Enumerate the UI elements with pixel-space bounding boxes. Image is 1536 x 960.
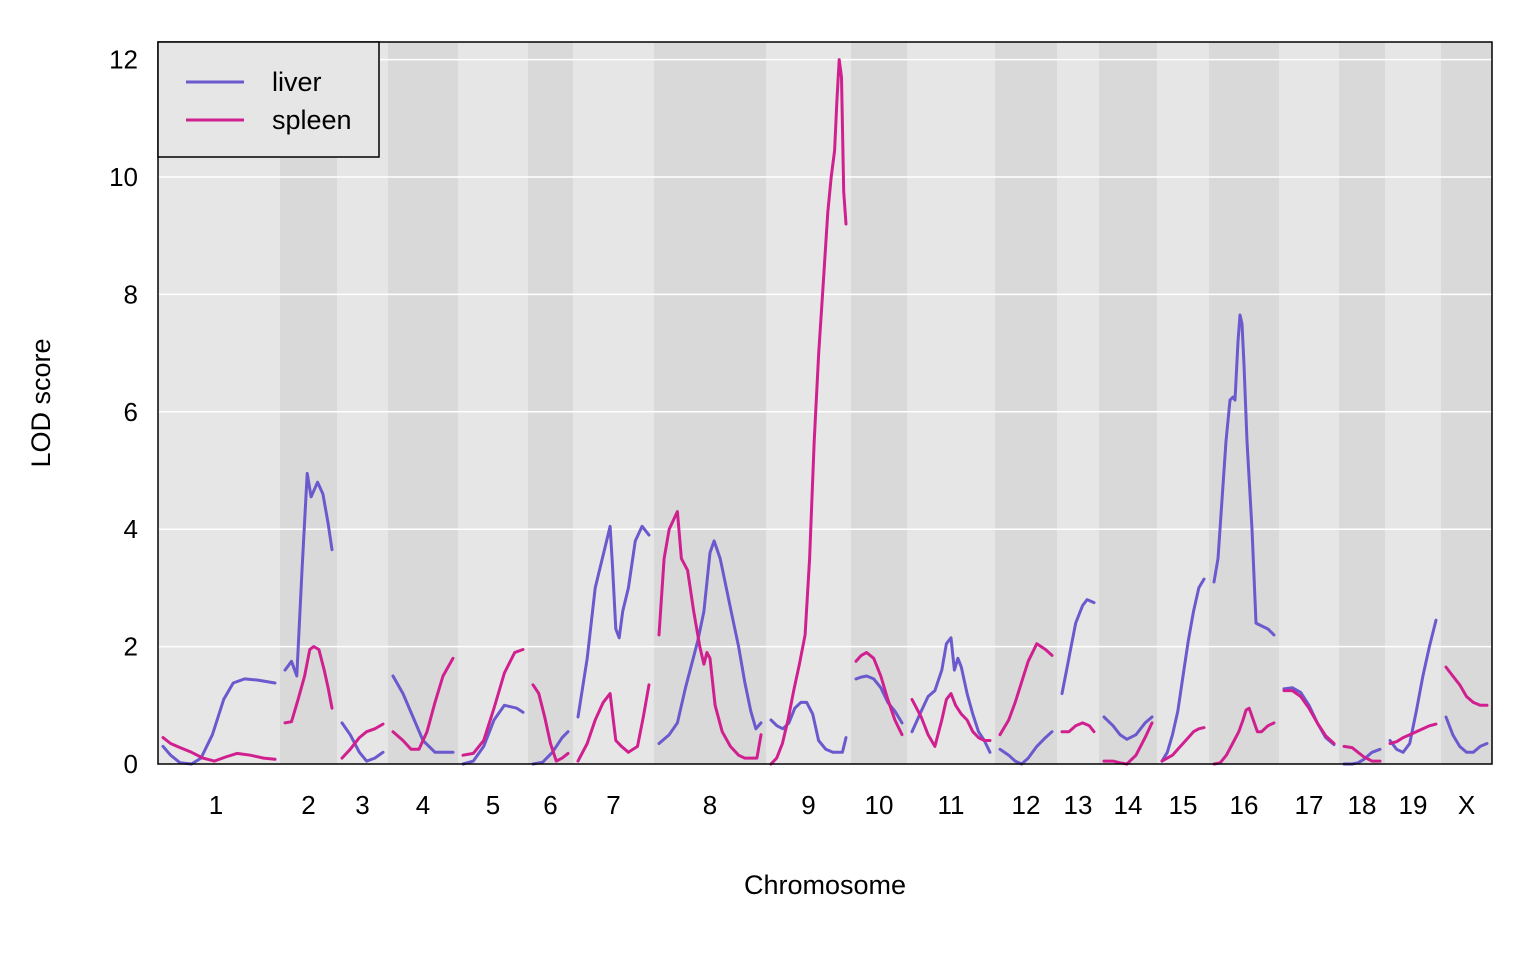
lod-curve-spleen-chr-X [1444, 665, 1489, 707]
x-tick-label-chr-X: X [1458, 790, 1475, 820]
lod-curve-spleen-chr-6 [531, 683, 570, 763]
lod-curve-liver-chr-8 [657, 539, 763, 745]
lod-curve-spleen-chr-5 [461, 648, 525, 757]
lod-curve-liver-chr-3 [340, 721, 385, 763]
lod-curve-liver-chr-1 [161, 677, 277, 766]
lod-curve-liver-chr-19 [1388, 618, 1438, 754]
lod-curve-spleen-chr-3 [340, 722, 385, 760]
chromosome-band-12 [995, 42, 1057, 764]
chromosome-band-4 [388, 42, 458, 764]
x-tick-label-chr-2: 2 [301, 790, 315, 820]
lod-curve-spleen-chr-16 [1212, 706, 1276, 766]
lod-curve-liver-chr-10 [854, 674, 904, 725]
x-tick-label-chr-3: 3 [355, 790, 369, 820]
x-tick-label-chr-13: 13 [1064, 790, 1093, 820]
x-tick-label-chr-15: 15 [1169, 790, 1198, 820]
x-axis-ticks: 1 2 3 4 5 6 7 8 9 10 11 12 13 14 15 16 17 18 19 X [209, 790, 1475, 820]
x-tick-label-chr-19: 19 [1399, 790, 1428, 820]
lod-curve-spleen-chr-17 [1282, 689, 1336, 745]
lod-curve-liver-chr-12 [998, 730, 1054, 766]
x-tick-label-chr-10: 10 [865, 790, 894, 820]
x-tick-label-chr-6: 6 [543, 790, 557, 820]
x-tick-label-chr-9: 9 [801, 790, 815, 820]
chromosome-band-13 [1057, 42, 1099, 764]
chromosome-band-5 [458, 42, 528, 764]
x-tick-label-chr-8: 8 [703, 790, 717, 820]
plot-frame [157, 41, 1493, 765]
lod-curve-liver-chr-7 [576, 524, 651, 719]
lod-curve-spleen-chr-18 [1342, 744, 1382, 763]
lod-curve-liver-chr-11 [910, 636, 992, 754]
legend-label-spleen: spleen [272, 105, 352, 135]
chromosome-band-3 [337, 42, 388, 764]
chromosome-band-14 [1099, 42, 1157, 764]
grid-lines [158, 58, 1492, 648]
legend-label-liver: liver [272, 67, 322, 97]
lod-curve-spleen-chr-8 [657, 510, 763, 760]
y-tick-label-4: 4 [124, 514, 138, 544]
x-tick-label-chr-14: 14 [1114, 790, 1143, 820]
y-tick-label-6: 6 [124, 397, 138, 427]
x-tick-label-chr-7: 7 [606, 790, 620, 820]
x-tick-label-chr-1: 1 [209, 790, 223, 820]
y-tick-label-8: 8 [124, 279, 138, 309]
x-tick-label-chr-18: 18 [1348, 790, 1377, 820]
lod-curve-liver-chr-2 [283, 471, 334, 678]
lod-curve-spleen-chr-2 [283, 645, 334, 725]
x-tick-label-chr-12: 12 [1012, 790, 1041, 820]
x-tick-label-chr-4: 4 [416, 790, 430, 820]
chromosome-band-8 [654, 42, 766, 764]
lod-curve-liver-chr-14 [1102, 715, 1154, 741]
lod-curve-liver-chr-X [1444, 715, 1489, 754]
chromosome-band-10 [851, 42, 907, 764]
lod-curve-liver-chr-16 [1212, 313, 1276, 637]
y-tick-label-10: 10 [109, 162, 138, 192]
lod-curve-spleen-chr-13 [1060, 721, 1096, 734]
chromosome-band-15 [1157, 42, 1209, 764]
lod-curve-spleen-chr-19 [1388, 722, 1438, 745]
lod-curve-spleen-chr-4 [391, 656, 455, 751]
lod-curve-spleen-chr-11 [910, 692, 992, 748]
chromosome-bands [158, 42, 1492, 764]
x-tick-label-chr-5: 5 [486, 790, 500, 820]
lod-curve-spleen-chr-10 [854, 651, 904, 737]
lod-curve-liver-chr-13 [1060, 598, 1096, 696]
x-tick-label-chr-16: 16 [1230, 790, 1259, 820]
chromosome-band-1 [158, 42, 280, 764]
chromosome-band-9 [766, 42, 851, 764]
lod-curve-spleen-chr-7 [576, 683, 651, 763]
lod-curve-spleen-chr-9 [769, 58, 848, 766]
chromosome-band-7 [573, 42, 654, 764]
lod-curves [161, 58, 1489, 766]
x-axis-label: Chromosome [744, 870, 906, 900]
chromosome-band-19 [1385, 42, 1441, 764]
lod-curve-liver-chr-9 [769, 700, 848, 754]
chromosome-band-18 [1339, 42, 1385, 764]
chromosome-band-6 [528, 42, 573, 764]
x-tick-label-chr-17: 17 [1295, 790, 1324, 820]
legend: liver spleen [157, 41, 380, 158]
lod-curve-liver-chr-5 [461, 703, 525, 766]
lod-curve-liver-chr-15 [1160, 577, 1206, 763]
legend-box [157, 41, 380, 158]
y-tick-label-12: 12 [109, 45, 138, 75]
y-tick-label-2: 2 [124, 632, 138, 662]
lod-curve-spleen-chr-15 [1160, 726, 1206, 763]
chromosome-band-11 [907, 42, 995, 764]
chromosome-band-X [1441, 42, 1492, 764]
lod-curve-spleen-chr-1 [161, 736, 277, 763]
chromosome-band-17 [1279, 42, 1339, 764]
x-tick-label-chr-11: 11 [938, 790, 965, 820]
y-axis-label: LOD score [26, 338, 56, 467]
y-tick-label-0: 0 [124, 749, 138, 779]
chromosome-band-2 [280, 42, 337, 764]
y-axis-ticks: 0 2 4 6 8 10 12 [109, 45, 138, 779]
lod-curve-spleen-chr-12 [998, 642, 1054, 737]
